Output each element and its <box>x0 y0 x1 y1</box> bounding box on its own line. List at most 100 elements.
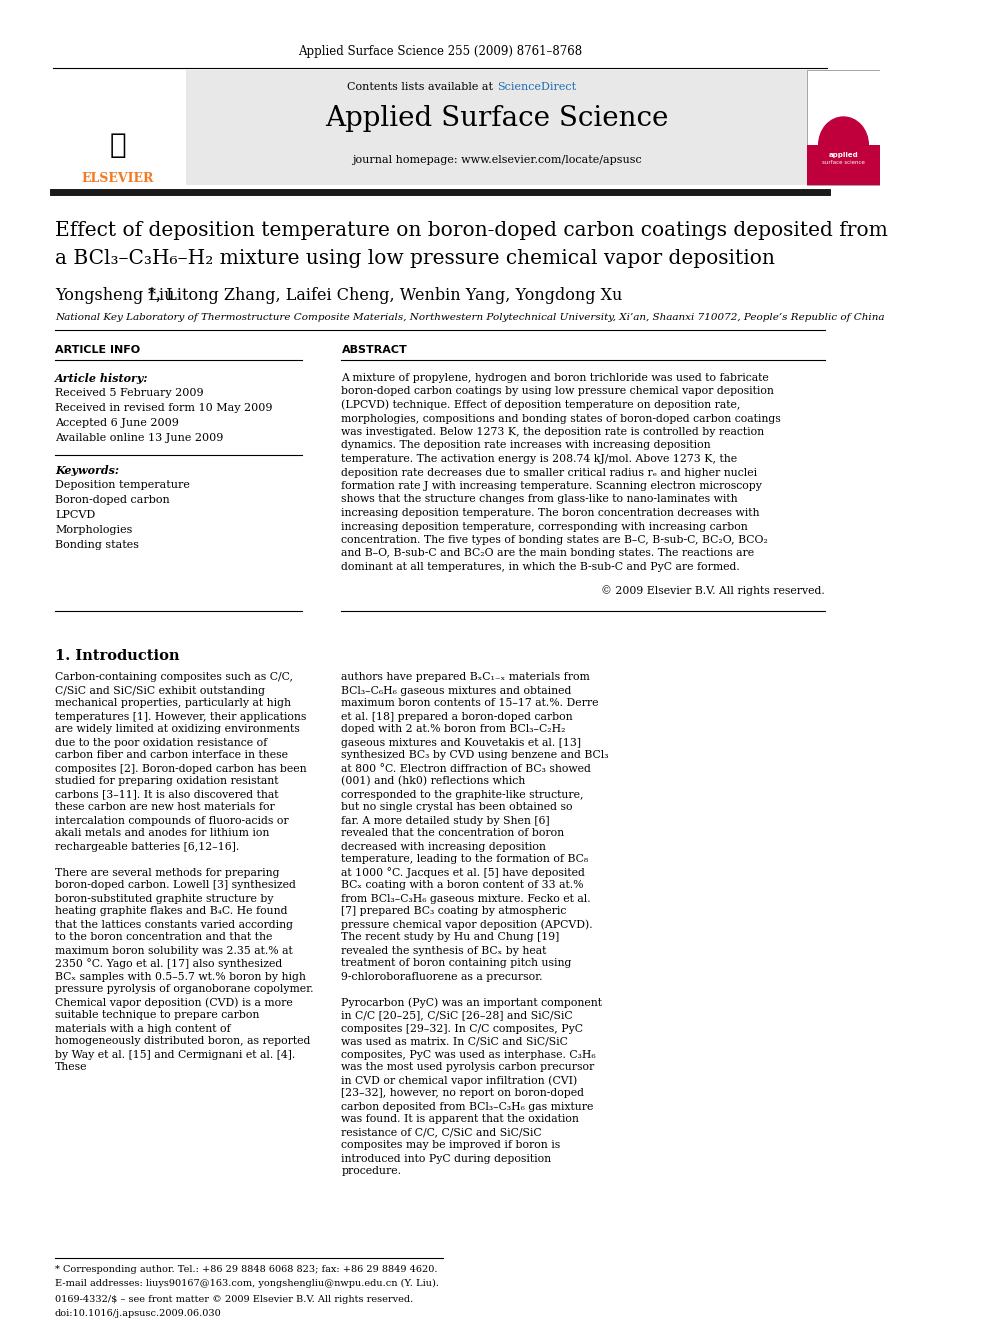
Text: ARTICLE INFO: ARTICLE INFO <box>55 345 140 355</box>
Text: surface science: surface science <box>822 160 865 164</box>
Text: 9-chloroborafluorene as a precursor.: 9-chloroborafluorene as a precursor. <box>341 971 543 982</box>
Text: Available online 13 June 2009: Available online 13 June 2009 <box>55 433 223 443</box>
Text: increasing deposition temperature, corresponding with increasing carbon: increasing deposition temperature, corre… <box>341 521 748 532</box>
Text: to the boron concentration and that the: to the boron concentration and that the <box>55 933 273 942</box>
Text: 0169-4332/$ – see front matter © 2009 Elsevier B.V. All rights reserved.: 0169-4332/$ – see front matter © 2009 El… <box>55 1295 414 1304</box>
Text: procedure.: procedure. <box>341 1167 402 1176</box>
Text: et al. [18] prepared a boron-doped carbon: et al. [18] prepared a boron-doped carbo… <box>341 712 573 721</box>
Text: carbon deposited from BCl₃–C₃H₆ gas mixture: carbon deposited from BCl₃–C₃H₆ gas mixt… <box>341 1102 594 1111</box>
Text: Contents lists available at: Contents lists available at <box>347 82 497 93</box>
Text: A mixture of propylene, hydrogen and boron trichloride was used to fabricate: A mixture of propylene, hydrogen and bor… <box>341 373 769 382</box>
Text: these carbon are new host materials for: these carbon are new host materials for <box>55 803 275 812</box>
Text: *, Litong Zhang, Laifei Cheng, Wenbin Yang, Yongdong Xu: *, Litong Zhang, Laifei Cheng, Wenbin Ya… <box>148 287 623 303</box>
Text: ScienceDirect: ScienceDirect <box>498 82 576 93</box>
Text: LPCVD: LPCVD <box>55 509 95 520</box>
Text: Keywords:: Keywords: <box>55 464 119 475</box>
Text: 🌳: 🌳 <box>110 131 126 159</box>
Text: far. A more detailed study by Shen [6]: far. A more detailed study by Shen [6] <box>341 815 551 826</box>
Text: dominant at all temperatures, in which the B-sub-C and PyC are formed.: dominant at all temperatures, in which t… <box>341 562 740 572</box>
Text: Boron-doped carbon: Boron-doped carbon <box>55 495 170 505</box>
Text: Chemical vapor deposition (CVD) is a more: Chemical vapor deposition (CVD) is a mor… <box>55 998 293 1008</box>
Text: from BCl₃–C₃H₆ gaseous mixture. Fecko et al.: from BCl₃–C₃H₆ gaseous mixture. Fecko et… <box>341 893 591 904</box>
Text: carbon fiber and carbon interface in these: carbon fiber and carbon interface in the… <box>55 750 288 761</box>
Text: composites may be improved if boron is: composites may be improved if boron is <box>341 1140 560 1151</box>
FancyBboxPatch shape <box>807 146 880 185</box>
Text: was the most used pyrolysis carbon precursor: was the most used pyrolysis carbon precu… <box>341 1062 595 1073</box>
Text: 2350 °C. Yago et al. [17] also synthesized: 2350 °C. Yago et al. [17] also synthesiz… <box>55 958 283 968</box>
Text: boron-doped carbon coatings by using low pressure chemical vapor deposition: boron-doped carbon coatings by using low… <box>341 386 775 397</box>
FancyBboxPatch shape <box>186 70 807 185</box>
Text: temperature, leading to the formation of BC₈: temperature, leading to the formation of… <box>341 855 588 864</box>
Text: mechanical properties, particularly at high: mechanical properties, particularly at h… <box>55 699 291 709</box>
Text: ABSTRACT: ABSTRACT <box>341 345 408 355</box>
Text: pressure chemical vapor deposition (APCVD).: pressure chemical vapor deposition (APCV… <box>341 919 593 930</box>
Text: due to the poor oxidation resistance of: due to the poor oxidation resistance of <box>55 737 267 747</box>
Text: but no single crystal has been obtained so: but no single crystal has been obtained … <box>341 803 573 812</box>
Text: at 1000 °C. Jacques et al. [5] have deposited: at 1000 °C. Jacques et al. [5] have depo… <box>341 867 585 878</box>
Text: (001) and (hk0) reflections which: (001) and (hk0) reflections which <box>341 777 526 787</box>
Text: BCl₃–C₆H₆ gaseous mixtures and obtained: BCl₃–C₆H₆ gaseous mixtures and obtained <box>341 685 571 696</box>
Text: Received 5 February 2009: Received 5 February 2009 <box>55 388 203 398</box>
Text: doped with 2 at.% boron from BCl₃–C₂H₂: doped with 2 at.% boron from BCl₃–C₂H₂ <box>341 725 566 734</box>
Text: materials with a high content of: materials with a high content of <box>55 1024 230 1033</box>
Text: deposition rate decreases due to smaller critical radius rₑ and higher nuclei: deposition rate decreases due to smaller… <box>341 467 758 478</box>
Text: treatment of boron containing pitch using: treatment of boron containing pitch usin… <box>341 958 571 968</box>
Text: Carbon-containing composites such as C/C,: Carbon-containing composites such as C/C… <box>55 672 293 683</box>
Text: introduced into PyC during deposition: introduced into PyC during deposition <box>341 1154 552 1163</box>
Text: BCₓ coating with a boron content of 33 at.%: BCₓ coating with a boron content of 33 a… <box>341 881 584 890</box>
Text: studied for preparing oxidation resistant: studied for preparing oxidation resistan… <box>55 777 279 786</box>
Text: (LPCVD) technique. Effect of deposition temperature on deposition rate,: (LPCVD) technique. Effect of deposition … <box>341 400 741 410</box>
Text: Bonding states: Bonding states <box>55 540 139 550</box>
Text: doi:10.1016/j.apsusc.2009.06.030: doi:10.1016/j.apsusc.2009.06.030 <box>55 1308 222 1318</box>
Text: was found. It is apparent that the oxidation: was found. It is apparent that the oxida… <box>341 1114 579 1125</box>
Text: © 2009 Elsevier B.V. All rights reserved.: © 2009 Elsevier B.V. All rights reserved… <box>601 585 825 595</box>
Text: akali metals and anodes for lithium ion: akali metals and anodes for lithium ion <box>55 828 270 839</box>
Text: by Way et al. [15] and Cermignani et al. [4].: by Way et al. [15] and Cermignani et al.… <box>55 1049 296 1060</box>
Text: and B–O, B-sub-C and BC₂O are the main bonding states. The reactions are: and B–O, B-sub-C and BC₂O are the main b… <box>341 549 755 558</box>
Text: Received in revised form 10 May 2009: Received in revised form 10 May 2009 <box>55 404 273 413</box>
Text: increasing deposition temperature. The boron concentration decreases with: increasing deposition temperature. The b… <box>341 508 760 519</box>
Text: suitable technique to prepare carbon: suitable technique to prepare carbon <box>55 1011 259 1020</box>
Text: temperatures [1]. However, their applications: temperatures [1]. However, their applica… <box>55 712 307 721</box>
Text: composites [2]. Boron-doped carbon has been: composites [2]. Boron-doped carbon has b… <box>55 763 307 774</box>
Text: BCₓ samples with 0.5–5.7 wt.% boron by high: BCₓ samples with 0.5–5.7 wt.% boron by h… <box>55 971 306 982</box>
Text: decreased with increasing deposition: decreased with increasing deposition <box>341 841 547 852</box>
Text: composites [29–32]. In C/C composites, PyC: composites [29–32]. In C/C composites, P… <box>341 1024 583 1033</box>
Text: authors have prepared BₓC₁₋ₓ materials from: authors have prepared BₓC₁₋ₓ materials f… <box>341 672 590 683</box>
Text: homogeneously distributed boron, as reported: homogeneously distributed boron, as repo… <box>55 1036 310 1046</box>
Text: * Corresponding author. Tel.: +86 29 8848 6068 823; fax: +86 29 8849 4620.: * Corresponding author. Tel.: +86 29 884… <box>55 1266 437 1274</box>
Text: rechargeable batteries [6,12–16].: rechargeable batteries [6,12–16]. <box>55 841 239 852</box>
Text: pressure pyrolysis of organoborane copolymer.: pressure pyrolysis of organoborane copol… <box>55 984 313 995</box>
Text: corresponded to the graphite-like structure,: corresponded to the graphite-like struct… <box>341 790 584 799</box>
Text: a BCl₃–C₃H₆–H₂ mixture using low pressure chemical vapor deposition: a BCl₃–C₃H₆–H₂ mixture using low pressur… <box>55 249 775 267</box>
Text: that the lattices constants varied according: that the lattices constants varied accor… <box>55 919 293 930</box>
Text: C/SiC and SiC/SiC exhibit outstanding: C/SiC and SiC/SiC exhibit outstanding <box>55 685 265 696</box>
Text: [7] prepared BC₃ coating by atmospheric: [7] prepared BC₃ coating by atmospheric <box>341 906 566 917</box>
Text: Effect of deposition temperature on boron-doped carbon coatings deposited from: Effect of deposition temperature on boro… <box>55 221 888 239</box>
Text: concentration. The five types of bonding states are B–C, B-sub-C, BC₂O, BCO₂: concentration. The five types of bonding… <box>341 534 769 545</box>
Text: Article history:: Article history: <box>55 373 149 384</box>
Text: 1. Introduction: 1. Introduction <box>55 648 180 663</box>
Text: Applied Surface Science 255 (2009) 8761–8768: Applied Surface Science 255 (2009) 8761–… <box>298 45 582 58</box>
Text: composites, PyC was used as interphase. C₃H₆: composites, PyC was used as interphase. … <box>341 1049 596 1060</box>
Text: are widely limited at oxidizing environments: are widely limited at oxidizing environm… <box>55 725 300 734</box>
Text: E-mail addresses: liuys90167@163.com, yongshengliu@nwpu.edu.cn (Y. Liu).: E-mail addresses: liuys90167@163.com, yo… <box>55 1278 439 1287</box>
Text: There are several methods for preparing: There are several methods for preparing <box>55 868 280 877</box>
Text: Morphologies: Morphologies <box>55 525 132 534</box>
Text: revealed that the concentration of boron: revealed that the concentration of boron <box>341 828 564 839</box>
Text: boron-doped carbon. Lowell [3] synthesized: boron-doped carbon. Lowell [3] synthesiz… <box>55 881 296 890</box>
Text: in C/C [20–25], C/SiC [26–28] and SiC/SiC: in C/C [20–25], C/SiC [26–28] and SiC/Si… <box>341 1011 573 1020</box>
Text: synthesized BC₃ by CVD using benzene and BCl₃: synthesized BC₃ by CVD using benzene and… <box>341 750 609 761</box>
Text: applied: applied <box>828 152 858 157</box>
FancyBboxPatch shape <box>54 70 185 185</box>
Text: was used as matrix. In C/SiC and SiC/SiC: was used as matrix. In C/SiC and SiC/SiC <box>341 1036 568 1046</box>
Text: was investigated. Below 1273 K, the deposition rate is controlled by reaction: was investigated. Below 1273 K, the depo… <box>341 427 765 437</box>
Text: morphologies, compositions and bonding states of boron-doped carbon coatings: morphologies, compositions and bonding s… <box>341 414 782 423</box>
Text: maximum boron contents of 15–17 at.%. Derre: maximum boron contents of 15–17 at.%. De… <box>341 699 599 709</box>
Text: revealed the synthesis of BCₓ by heat: revealed the synthesis of BCₓ by heat <box>341 946 547 955</box>
Text: resistance of C/C, C/SiC and SiC/SiC: resistance of C/C, C/SiC and SiC/SiC <box>341 1127 542 1138</box>
Text: Deposition temperature: Deposition temperature <box>55 480 189 490</box>
Text: heating graphite flakes and B₄C. He found: heating graphite flakes and B₄C. He foun… <box>55 906 288 917</box>
Text: The recent study by Hu and Chung [19]: The recent study by Hu and Chung [19] <box>341 933 559 942</box>
Text: Applied Surface Science: Applied Surface Science <box>325 105 669 131</box>
